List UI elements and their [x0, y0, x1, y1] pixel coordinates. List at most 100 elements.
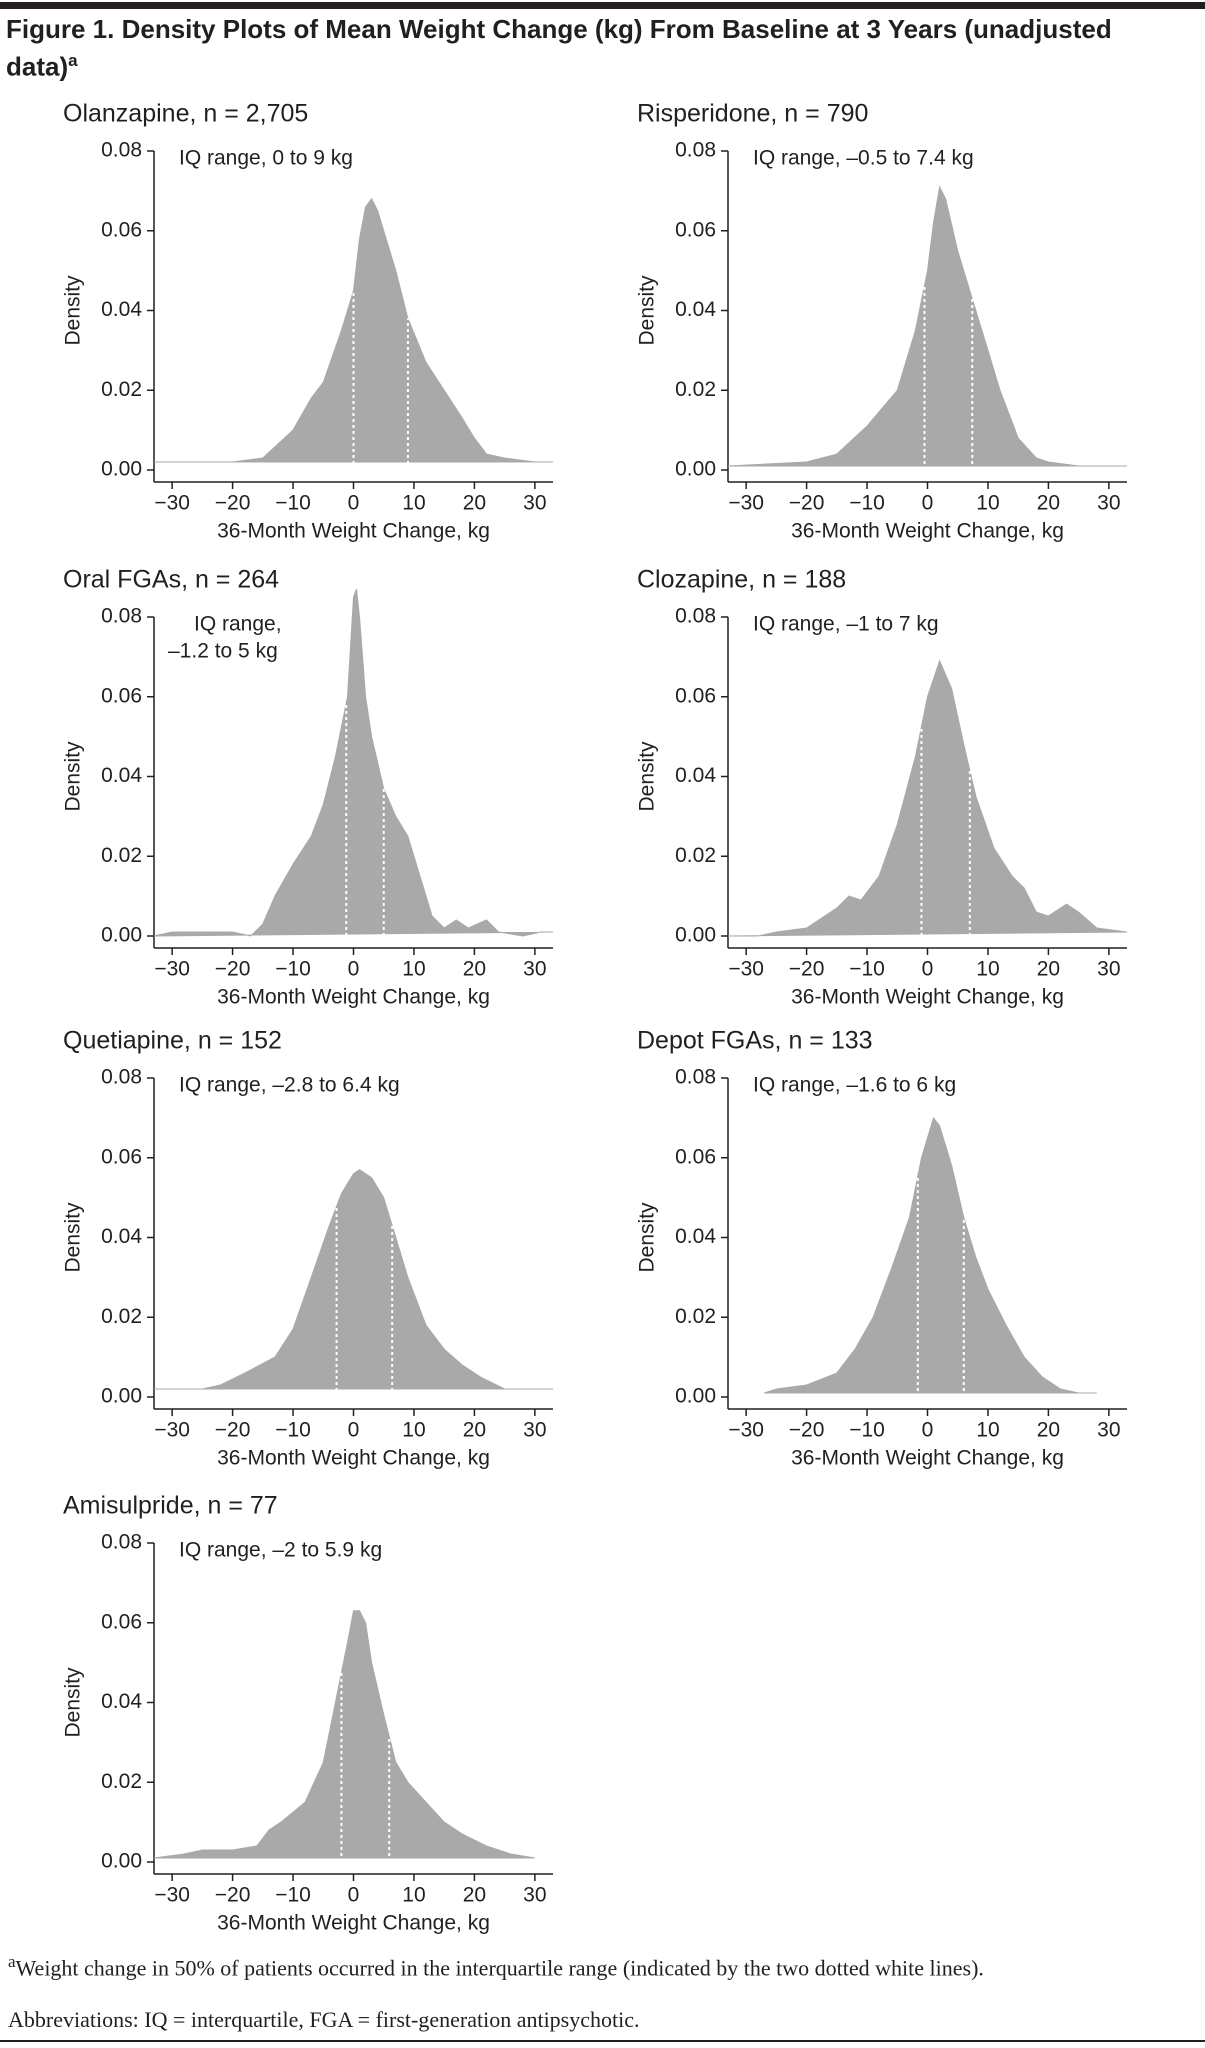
y-axis-label: Density — [636, 1202, 659, 1273]
x-axis-label: 36-Month Weight Change, kg — [217, 986, 490, 1009]
bottom-rule — [0, 2040, 1205, 2042]
density-area — [727, 659, 1128, 937]
x-tick-label: 10 — [976, 1419, 999, 1442]
x-tick-label: 30 — [523, 492, 546, 515]
x-axis-label: 36-Month Weight Change, kg — [791, 1447, 1064, 1470]
y-tick-label: 0.04 — [675, 298, 716, 321]
y-tick-label: 0.02 — [675, 1305, 716, 1328]
panel-title: Oral FGAs, n = 264 — [63, 566, 279, 594]
y-tick-label: 0.06 — [675, 1145, 716, 1168]
y-axis-label: Density — [62, 741, 85, 812]
x-tick-label: 0 — [922, 492, 934, 515]
footnote-text: Weight change in 50% of patients occurre… — [15, 1955, 984, 1981]
panel-title: Depot FGAs, n = 133 — [637, 1027, 873, 1055]
y-tick-label: 0.02 — [675, 844, 716, 867]
y-tick-label: 0.08 — [675, 605, 716, 628]
panel-title: Clozapine, n = 188 — [637, 566, 846, 594]
y-tick-label: 0.02 — [101, 378, 142, 401]
y-axis-label: Density — [636, 741, 659, 812]
y-tick-label: 0.06 — [101, 1145, 142, 1168]
x-tick-label: 20 — [1037, 958, 1060, 981]
x-tick-label: −10 — [275, 1884, 311, 1907]
x-tick-label: −30 — [728, 492, 764, 515]
y-tick-label: 0.00 — [675, 458, 716, 481]
x-axis-label: 36-Month Weight Change, kg — [791, 986, 1064, 1009]
y-axis-label: Density — [636, 275, 659, 346]
y-tick-label: 0.02 — [101, 844, 142, 867]
x-tick-label: −10 — [849, 1419, 885, 1442]
x-tick-label: 20 — [463, 958, 486, 981]
annotation: IQ range, –2.8 to 6.4 kg — [179, 1074, 400, 1097]
y-tick-label: 0.00 — [101, 458, 142, 481]
abbreviations: Abbreviations: IQ = interquartile, FGA =… — [8, 2007, 640, 2032]
x-tick-label: 0 — [348, 492, 360, 515]
y-tick-label: 0.04 — [101, 298, 142, 321]
density-area — [764, 1116, 1097, 1394]
x-tick-label: 30 — [1097, 492, 1120, 515]
x-axis-label: 36-Month Weight Change, kg — [217, 1447, 490, 1470]
annotation: IQ range, –0.5 to 7.4 kg — [753, 147, 974, 170]
density-area — [727, 185, 1127, 467]
x-tick-label: 0 — [922, 958, 934, 981]
x-tick-label: −20 — [215, 492, 251, 515]
x-tick-label: −30 — [728, 958, 764, 981]
annotation: IQ range, 0 to 9 kg — [179, 147, 353, 170]
top-rule — [0, 2, 1205, 9]
y-tick-label: 0.08 — [101, 1066, 142, 1089]
x-tick-label: 10 — [976, 958, 999, 981]
y-tick-label: 0.02 — [101, 1770, 142, 1793]
x-tick-label: 10 — [402, 1419, 425, 1442]
y-tick-label: 0.02 — [675, 378, 716, 401]
x-tick-label: 20 — [463, 1884, 486, 1907]
x-tick-label: 0 — [348, 1884, 360, 1907]
annotation: IQ range, –1.6 to 6 kg — [753, 1074, 956, 1097]
x-tick-label: 10 — [402, 1884, 425, 1907]
y-tick-label: 0.08 — [101, 1531, 142, 1554]
title-marker: a — [68, 51, 78, 70]
x-tick-label: −30 — [154, 492, 190, 515]
x-tick-label: 0 — [348, 958, 360, 981]
annotation: IQ range, –2 to 5.9 kg — [179, 1539, 382, 1562]
y-tick-label: 0.08 — [101, 605, 142, 628]
x-tick-label: −10 — [275, 958, 311, 981]
x-tick-label: 30 — [1097, 958, 1120, 981]
x-tick-label: −30 — [154, 958, 190, 981]
x-tick-label: 20 — [1037, 492, 1060, 515]
x-tick-label: 30 — [1097, 1419, 1120, 1442]
y-tick-label: 0.04 — [101, 764, 142, 787]
figure-title: Figure 1. Density Plots of Mean Weight C… — [6, 14, 1156, 83]
annotation: IQ range, –1 to 7 kg — [753, 613, 939, 636]
x-tick-label: −20 — [215, 1884, 251, 1907]
x-tick-label: 30 — [523, 1419, 546, 1442]
y-axis-label: Density — [62, 1667, 85, 1738]
x-tick-label: −10 — [849, 492, 885, 515]
y-tick-label: 0.04 — [675, 764, 716, 787]
y-tick-label: 0.06 — [101, 1610, 142, 1633]
x-tick-label: −10 — [275, 1419, 311, 1442]
x-tick-label: −10 — [849, 958, 885, 981]
x-tick-label: 10 — [976, 492, 999, 515]
y-tick-label: 0.06 — [101, 218, 142, 241]
density-area — [153, 1610, 535, 1859]
footnote: aWeight change in 50% of patients occurr… — [8, 1948, 1205, 1982]
x-tick-label: −30 — [154, 1419, 190, 1442]
x-tick-label: 10 — [402, 958, 425, 981]
x-axis-label: 36-Month Weight Change, kg — [217, 520, 490, 543]
y-tick-label: 0.06 — [675, 218, 716, 241]
y-axis-label: Density — [62, 275, 85, 346]
x-tick-label: −20 — [789, 1419, 825, 1442]
y-tick-label: 0.00 — [101, 924, 142, 947]
x-tick-label: −20 — [789, 958, 825, 981]
x-tick-label: −10 — [275, 492, 311, 515]
annotation: IQ range, — [194, 613, 282, 636]
x-tick-label: −20 — [215, 1419, 251, 1442]
y-tick-label: 0.06 — [101, 684, 142, 707]
y-tick-label: 0.04 — [675, 1225, 716, 1248]
y-tick-label: 0.00 — [101, 1385, 142, 1408]
density-area — [154, 1169, 553, 1390]
y-tick-label: 0.02 — [101, 1305, 142, 1328]
annotation: –1.2 to 5 kg — [168, 640, 278, 663]
x-tick-label: 30 — [523, 958, 546, 981]
y-tick-label: 0.08 — [675, 139, 716, 162]
